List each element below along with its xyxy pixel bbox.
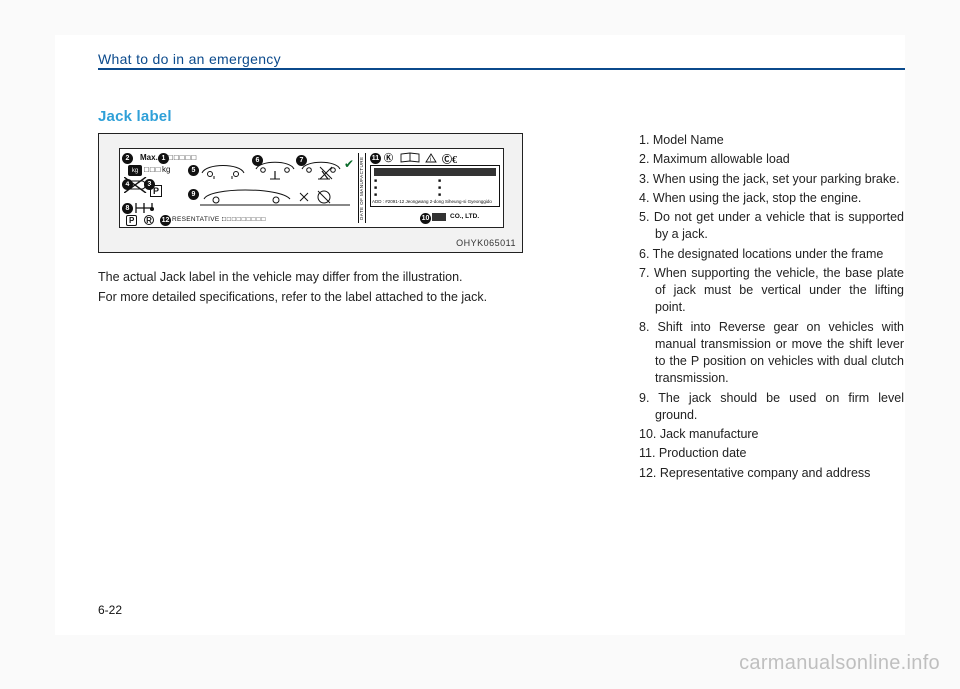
- list-item: 3. When using the jack, set your parking…: [639, 171, 904, 188]
- r-symbol: R: [144, 215, 154, 225]
- list-item: 12. Representative company and address: [639, 465, 904, 482]
- p-symbol-2: P: [126, 215, 137, 226]
- caption-line-2: For more detailed specifications, refer …: [98, 288, 528, 307]
- max-label: Max.: [140, 153, 158, 162]
- marker-5: 5: [188, 165, 199, 176]
- list-item: 7. When supporting the vehicle, the base…: [639, 265, 904, 317]
- side-text: DATE OF MANUFACTURE: [358, 153, 366, 223]
- car-jack-icon: [254, 157, 296, 186]
- list-item: 8. Shift into Reverse gear on vehi­cles …: [639, 319, 904, 388]
- header-title: What to do in an emergency: [98, 51, 285, 67]
- no-car-icon: [124, 177, 148, 198]
- p-symbol: P: [150, 185, 162, 197]
- jack-label-inner: 1 Max. □□□□□ 2 kg □□□ kg 3 4 P 8 P R 12: [119, 148, 504, 228]
- marker-2: 2: [122, 153, 133, 164]
- page-number: 6-22: [98, 603, 122, 617]
- watermark: carmanualsonline.info: [739, 652, 940, 675]
- list-item: 6. The designated locations under the fr…: [639, 246, 904, 263]
- list-item: 10. Jack manufacture: [639, 426, 904, 443]
- kg-unit: kg: [162, 165, 170, 174]
- marker-11: 11: [370, 153, 381, 164]
- car-jack-tilt-icon: [300, 157, 342, 186]
- list-item: 1. Model Name: [639, 132, 904, 149]
- caption-line-1: The actual Jack label in the vehicle may…: [98, 268, 528, 287]
- list-item: 11. Production date: [639, 445, 904, 462]
- manual-page: What to do in an emergency Jack label 1 …: [55, 35, 905, 635]
- marker-10: 10: [420, 213, 431, 224]
- header-rule: [98, 68, 905, 70]
- svg-text:i: i: [430, 157, 431, 163]
- figure-code: OHYK065011: [456, 238, 516, 248]
- kg-badge: kg: [128, 165, 142, 176]
- rep-label: RESENTATIVE :: [172, 216, 224, 223]
- car-ground-icon: [200, 183, 350, 216]
- numbered-list: 1. Model Name 2. Maximum allowable load …: [639, 132, 904, 484]
- jack-label-figure: 1 Max. □□□□□ 2 kg □□□ kg 3 4 P 8 P R 12: [98, 133, 523, 253]
- list-item: 2. Maximum allowable load: [639, 151, 904, 168]
- ce-symbol: Ⓒ€: [442, 151, 457, 166]
- list-item: 5. Do not get under a vehicle that is su…: [639, 209, 904, 244]
- marker-8: 8: [122, 203, 133, 214]
- section-title: Jack label: [98, 108, 172, 125]
- header: What to do in an emergency: [98, 51, 903, 69]
- list-item: 9. The jack should be used on firm level…: [639, 390, 904, 425]
- kc-symbol: Ⓚ: [384, 151, 393, 164]
- list-item: 4. When using the jack, stop the engine.: [639, 190, 904, 207]
- marker-9: 9: [188, 189, 199, 200]
- marker-12: 12: [160, 215, 171, 226]
- co-ltd: CO., LTD.: [450, 213, 479, 220]
- car-side-icon: [200, 159, 246, 184]
